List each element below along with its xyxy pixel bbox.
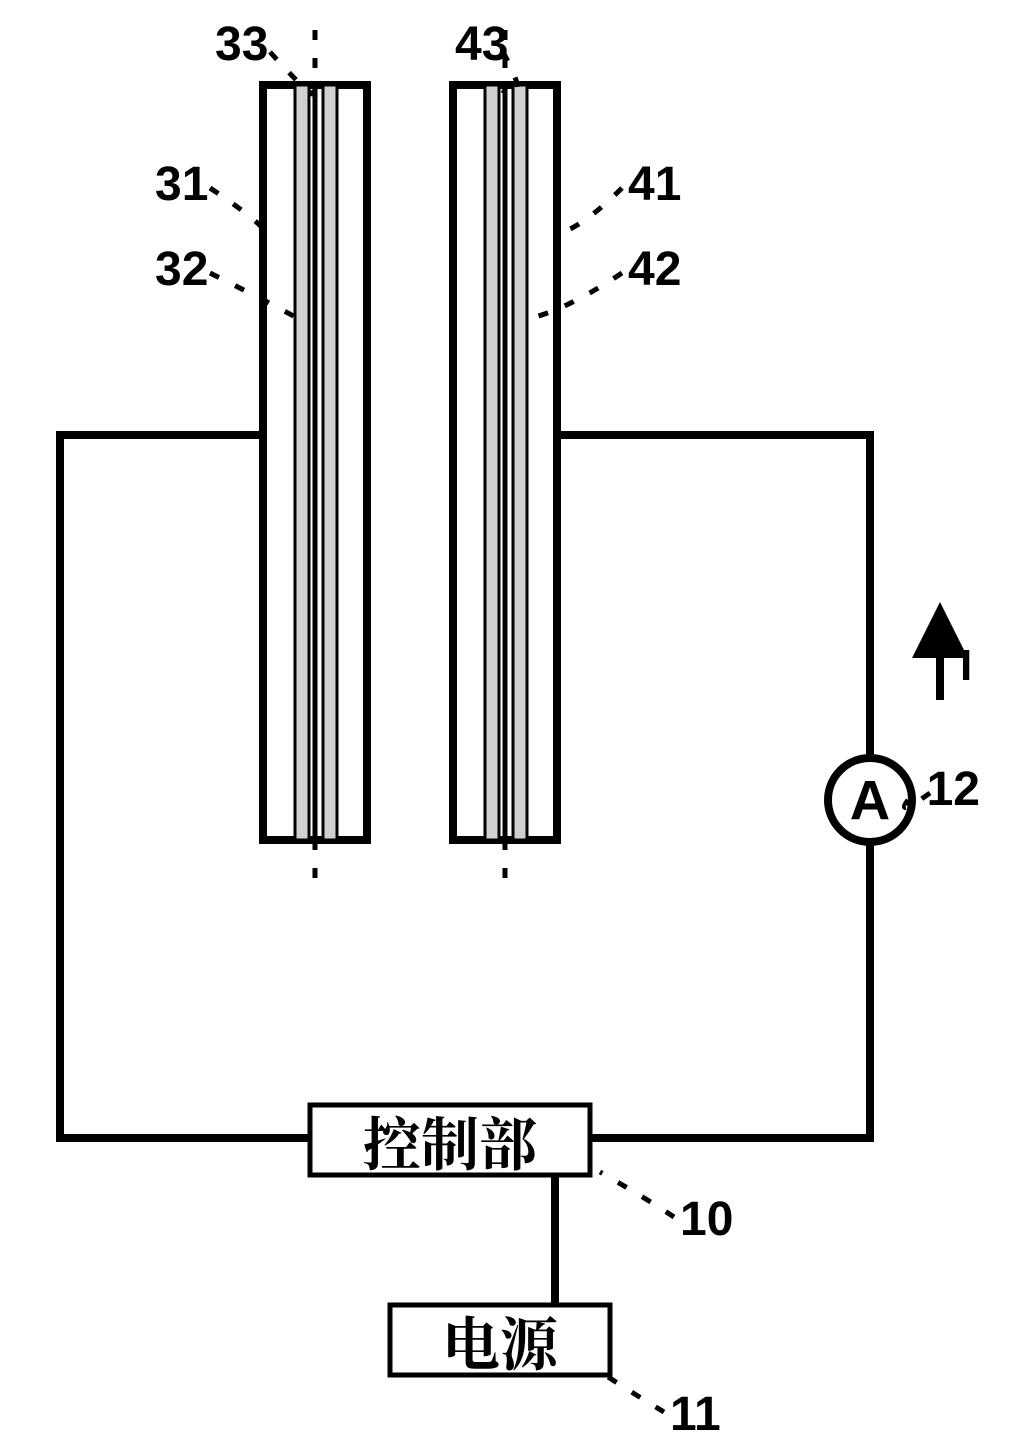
ammeter-glyph: A: [850, 769, 890, 832]
callout-32: 32: [155, 243, 208, 296]
current-label: I: [960, 641, 972, 690]
callout-12: 12: [927, 763, 980, 816]
callout-10: 10: [680, 1193, 733, 1246]
callout-31: 31: [155, 158, 208, 211]
callout-41: 41: [628, 158, 681, 211]
callout-33: 33: [215, 18, 268, 71]
callout-43: 43: [455, 18, 508, 71]
callout-42: 42: [628, 243, 681, 296]
power-box-label: 电源: [442, 1298, 562, 1382]
control-box-label: 控制部: [363, 1098, 537, 1182]
callout-11: 11: [670, 1388, 721, 1441]
